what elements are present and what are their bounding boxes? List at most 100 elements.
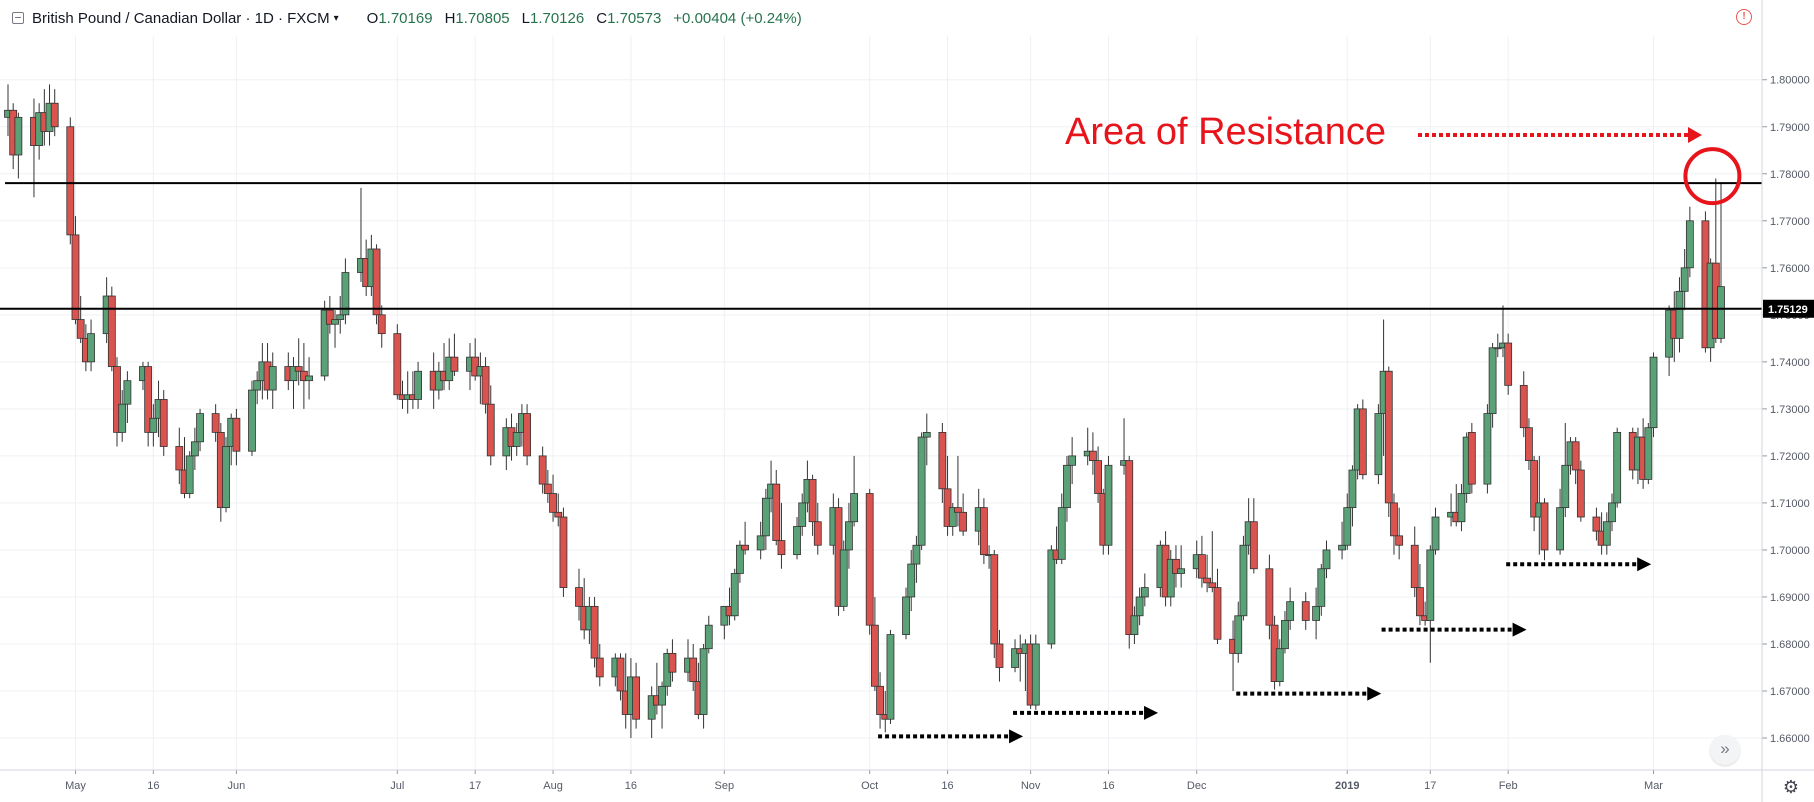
candle-body-down [1213, 587, 1222, 640]
ohlc-close-key: C [596, 9, 608, 27]
candle-body-down [1384, 370, 1393, 504]
collapse-legend-icon[interactable] [12, 12, 24, 24]
candle [66, 117, 75, 245]
candle [393, 324, 402, 400]
price-tick-label: 1.71000 [1770, 498, 1810, 510]
candle [268, 352, 277, 409]
candle-body-down [159, 399, 168, 447]
candle-body-down [741, 544, 750, 551]
candle-body-down [1172, 558, 1180, 574]
candle [1426, 545, 1435, 663]
candle-body-down [538, 455, 547, 485]
candle [845, 502, 853, 569]
candle [1561, 422, 1570, 518]
candle-body-up [320, 309, 329, 377]
date-tick-label: 16 [625, 780, 637, 792]
candle [294, 338, 303, 386]
candle-body-up [699, 648, 708, 715]
candle [1467, 422, 1476, 494]
candle-body-down [1203, 577, 1211, 584]
candle-body-up [1166, 558, 1175, 598]
candle [1057, 493, 1066, 565]
candle [1213, 568, 1222, 644]
candle-body-down [1198, 554, 1206, 579]
candle-body-down [66, 126, 75, 236]
symbol-dropdown-chevron-icon[interactable]: ▾ [333, 12, 339, 24]
swing-low-arrow [878, 729, 1024, 744]
candle-body-down [1540, 502, 1549, 551]
candle-body-down [50, 102, 59, 128]
candle [559, 507, 568, 597]
candle-body-up [1286, 601, 1295, 621]
date-tick-label: Jun [228, 780, 246, 792]
candle [185, 451, 194, 499]
candle [1530, 455, 1539, 532]
candle-body-up [185, 455, 194, 494]
candle-body-up [190, 441, 199, 457]
candle-body-down [523, 413, 531, 457]
candle-body-down [144, 366, 153, 433]
candle [948, 502, 957, 536]
candle-body-down [1525, 427, 1533, 462]
candle-body-up [1717, 286, 1725, 339]
candle [1525, 418, 1533, 471]
candle [1089, 432, 1097, 475]
alert-icon[interactable]: ! [1736, 9, 1752, 25]
candle-body-up [1343, 507, 1352, 546]
candle-body-up [761, 497, 770, 537]
candle [549, 474, 557, 522]
candle-body-down [107, 295, 116, 367]
candle [211, 404, 220, 442]
price-tick-label: 1.66000 [1770, 733, 1810, 745]
ohlc-low-key: L [521, 9, 530, 27]
candle-body-down [990, 554, 999, 645]
candle [1286, 587, 1295, 630]
candle [320, 300, 329, 381]
candle [159, 390, 168, 456]
candle-body-down [616, 657, 625, 692]
candle-body-down [76, 319, 85, 339]
candle [377, 305, 386, 348]
candle [917, 432, 926, 550]
candle-body-up [1011, 648, 1019, 668]
candle [850, 455, 859, 527]
annotation-layer: Area of Resistance [0, 111, 1762, 744]
candle-body-down [372, 248, 381, 316]
price-tick-label: 1.77000 [1770, 216, 1810, 228]
ohlc-open-value: 1.70169 [378, 9, 433, 27]
candle [907, 549, 916, 612]
date-tick-label: Aug [543, 780, 563, 792]
candle [481, 357, 490, 414]
candle [736, 540, 744, 583]
candle [450, 333, 459, 376]
candle-body-down [481, 366, 490, 405]
candle-body-up [1556, 507, 1564, 551]
candle [595, 643, 604, 687]
candle [772, 470, 781, 546]
candle-body-up [248, 389, 256, 452]
candle [616, 653, 625, 701]
candle [1135, 587, 1144, 626]
candle [575, 568, 583, 621]
candle-body-up [839, 549, 848, 607]
candle [995, 629, 1004, 682]
candle [543, 470, 552, 503]
candle-body-down [595, 657, 604, 678]
candle [538, 446, 547, 494]
scroll-to-realtime-button[interactable]: » [1710, 735, 1740, 765]
candle-body-down [1571, 441, 1580, 471]
date-tick-label: 2019 [1335, 780, 1359, 792]
price-tick-label: 1.73000 [1770, 404, 1810, 416]
candle [341, 258, 350, 325]
candle-body-up [196, 413, 204, 443]
candle-body-up [730, 573, 739, 617]
candle [990, 549, 999, 659]
settings-gear-icon[interactable]: ⚙ [1782, 777, 1800, 797]
candle [1068, 437, 1077, 485]
candle [149, 404, 158, 447]
candle [922, 413, 931, 466]
candle-body-up [268, 366, 277, 391]
arrow-head [1367, 686, 1382, 701]
symbol-title[interactable]: British Pound / Canadian Dollar · 1D · F… [32, 9, 330, 27]
